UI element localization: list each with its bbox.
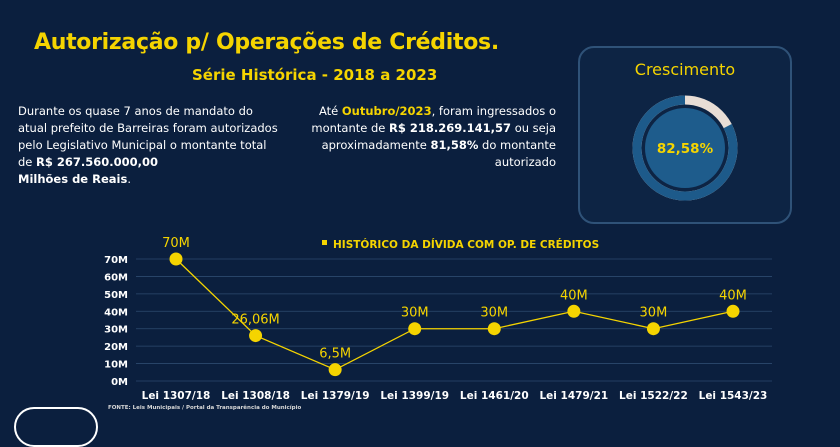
growth-title: Crescimento xyxy=(634,60,736,79)
right-amount: R$ 218.269.141,57 xyxy=(389,121,512,135)
left-end: . xyxy=(127,172,131,186)
page-subtitle: Série Histórica - 2018 a 2023 xyxy=(192,66,438,84)
data-label: 40M xyxy=(560,288,588,303)
data-point xyxy=(169,252,183,266)
donut-center xyxy=(645,108,725,188)
x-tick-label: Lei 1307/18 xyxy=(142,390,211,402)
series-line xyxy=(175,258,734,371)
right-prefix: Até xyxy=(319,104,342,118)
donut-progress-arc xyxy=(632,95,738,201)
y-tick-label: 50M xyxy=(104,290,128,301)
x-tick-label: Lei 1399/19 xyxy=(380,390,449,402)
y-tick-label: 20M xyxy=(104,342,128,353)
growth-donut: 82,58% xyxy=(632,95,738,201)
data-point xyxy=(487,322,501,336)
y-tick-label: 10M xyxy=(104,360,128,371)
data-label: 6,5M xyxy=(319,347,351,362)
left-paragraph: Durante os quase 7 anos de mandato do at… xyxy=(18,103,280,188)
right-date: Outubro/2023 xyxy=(341,104,432,118)
right-mid2: ou seja aproximadamente xyxy=(321,121,556,152)
y-tick-label: 70M xyxy=(104,255,128,266)
x-tick-label: Lei 1522/22 xyxy=(619,390,688,402)
data-point xyxy=(646,322,660,336)
x-tick-label: Lei 1379/19 xyxy=(301,390,370,402)
data-label: 30M xyxy=(401,306,429,321)
right-suffix: do montante autorizado xyxy=(478,138,556,169)
debt-history-chart: HISTÓRICO DA DÍVIDA COM OP. DE CRÉDITOS … xyxy=(104,236,772,402)
source-note: FONTE: Leis Municipais / Portal da Trans… xyxy=(108,405,302,411)
y-tick-label: 30M xyxy=(104,325,128,336)
right-mid1: , foram ingressados o montante de xyxy=(311,104,556,135)
left-unit: Milhões de Reais xyxy=(18,172,128,186)
right-percent: 81,58% xyxy=(430,138,479,152)
data-label: 40M xyxy=(719,288,747,303)
y-tick-label: 0M xyxy=(111,377,128,388)
growth-card: Crescimento 82,58% xyxy=(578,46,792,224)
partial-pill-button[interactable] xyxy=(14,407,98,447)
data-label: 30M xyxy=(640,306,668,321)
data-label: 70M xyxy=(162,236,190,251)
y-tick-label: 40M xyxy=(104,307,128,318)
y-tick-label: 60M xyxy=(104,272,128,283)
data-point xyxy=(249,329,263,343)
x-tick-label: Lei 1479/21 xyxy=(539,390,608,402)
data-point xyxy=(567,304,581,318)
data-point xyxy=(726,304,740,318)
left-amount: R$ 267.560.000,00 xyxy=(36,155,159,169)
data-label: 30M xyxy=(480,306,508,321)
page-title: Autorização p/ Operações de Créditos. xyxy=(34,30,499,55)
growth-value-label: 82,58% xyxy=(657,141,714,157)
legend-marker xyxy=(322,240,327,245)
x-tick-label: Lei 1308/18 xyxy=(221,390,290,402)
x-tick-label: Lei 1461/20 xyxy=(460,390,529,402)
right-paragraph: Até Outubro/2023, foram ingressados o mo… xyxy=(300,103,556,171)
data-point xyxy=(408,322,422,336)
left-intro-text: Durante os quase 7 anos de mandato do at… xyxy=(18,104,278,169)
data-point xyxy=(328,363,342,377)
x-tick-label: Lei 1543/23 xyxy=(699,390,768,402)
chart-title: HISTÓRICO DA DÍVIDA COM OP. DE CRÉDITOS xyxy=(333,238,599,251)
data-label: 26,06M xyxy=(231,313,279,328)
